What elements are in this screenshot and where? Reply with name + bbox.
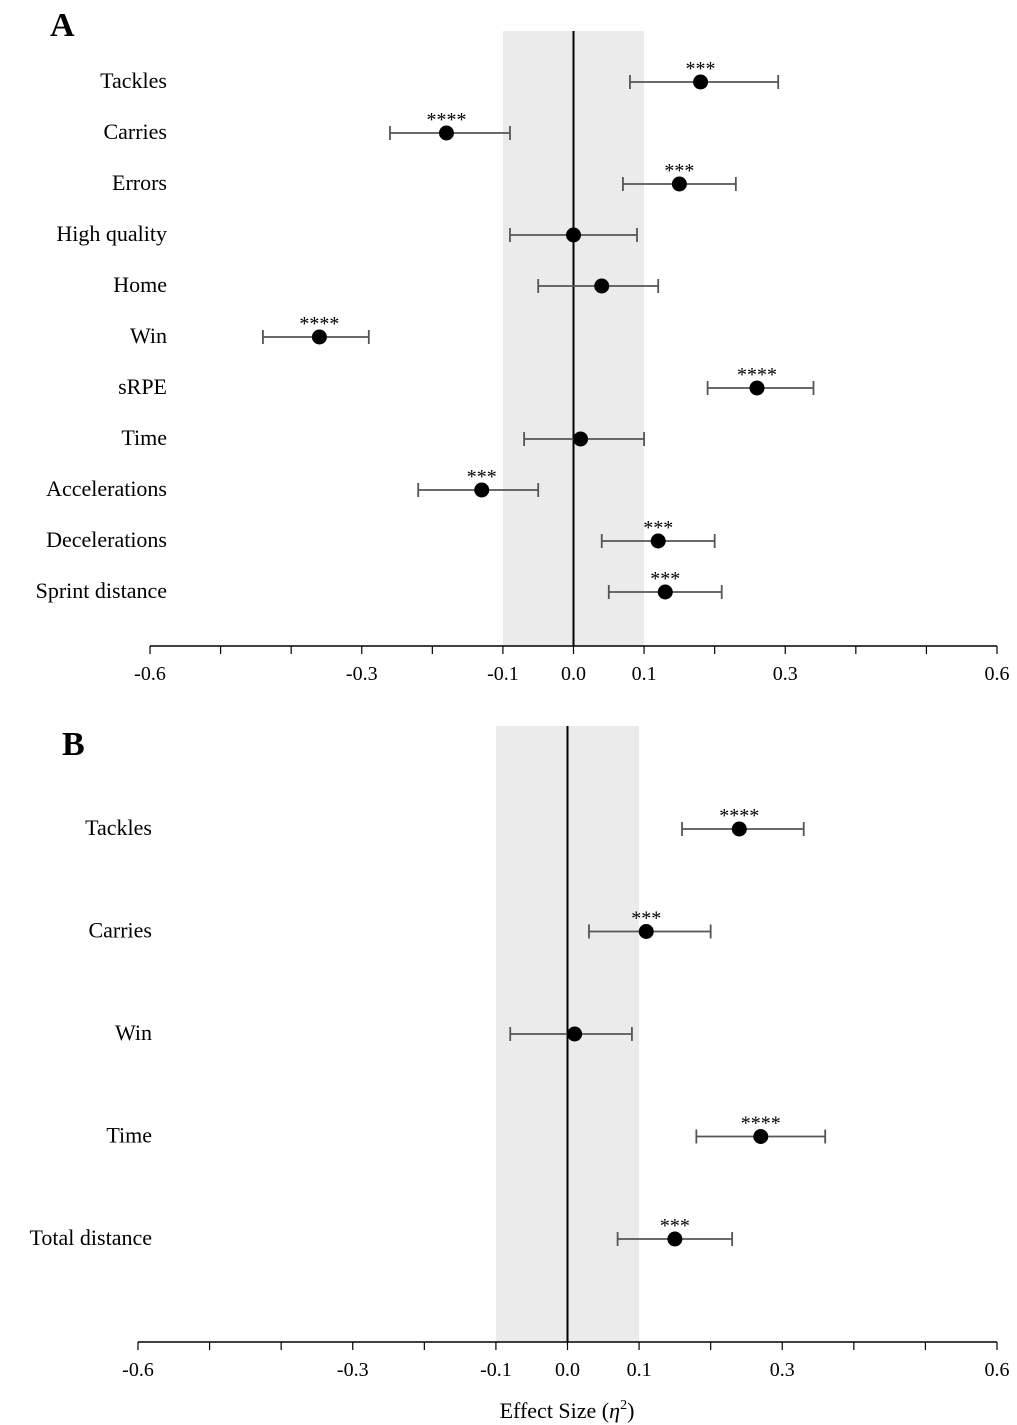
forest-row: Time **** (106, 1113, 827, 1148)
forest-row: Total distance *** (30, 1215, 734, 1250)
forest-row: sRPE **** (118, 364, 815, 399)
forest-row: Carries **** (103, 109, 511, 144)
point-estimate (650, 533, 666, 549)
category-label: Win (130, 323, 167, 348)
x-tick-label: -0.6 (122, 1359, 154, 1381)
category-label: Errors (112, 170, 167, 195)
panel-b: -0.6 -0.3 -0.1 0.0 0.1 0.3 0.6 B Tackles **** Carr… (30, 726, 1010, 1423)
category-label: Carries (88, 918, 152, 943)
forest-row: Errors *** (112, 160, 737, 195)
forest-row: High quality (56, 221, 638, 246)
forest-row: Carries *** (88, 908, 712, 943)
significance-marker: **** (737, 364, 777, 386)
x-tick-label: 0.3 (770, 1359, 795, 1381)
category-label: Win (115, 1020, 152, 1045)
significance-marker: *** (686, 58, 716, 80)
x-tick-label: 0.6 (985, 1359, 1010, 1381)
panel-label: B (62, 726, 85, 763)
category-label: Sprint distance (36, 578, 167, 603)
category-label: sRPE (118, 374, 167, 399)
x-tick-label: 0.3 (773, 663, 798, 685)
significance-marker: **** (741, 1113, 781, 1135)
x-tick-label: -0.1 (480, 1359, 512, 1381)
significance-marker: **** (426, 109, 466, 131)
x-tick-label: -0.3 (346, 663, 378, 685)
point-estimate (693, 74, 709, 90)
point-estimate (594, 278, 610, 294)
x-tick-label: 0.0 (555, 1359, 580, 1381)
forest-row: Win (115, 1020, 633, 1045)
forest-row: Accelerations *** (46, 466, 540, 501)
point-estimate (731, 821, 747, 837)
significance-marker: **** (299, 313, 339, 335)
x-tick-label: -0.6 (134, 663, 166, 685)
x-axis-title-symbol: η (609, 1398, 620, 1423)
x-tick-label: -0.1 (487, 663, 519, 685)
point-estimate (657, 584, 673, 600)
significance-marker: *** (660, 1215, 690, 1237)
point-estimate (749, 380, 765, 396)
category-label: Tackles (100, 68, 167, 93)
significance-marker: *** (467, 466, 497, 488)
category-label: Accelerations (46, 476, 167, 501)
category-label: Home (113, 272, 167, 297)
x-axis-title-close: ) (627, 1398, 634, 1423)
category-label: Time (106, 1123, 152, 1148)
significance-marker: *** (631, 908, 661, 930)
point-estimate (311, 329, 327, 345)
point-estimate (474, 482, 490, 498)
x-axis-title-base: Effect Size ( (500, 1398, 610, 1423)
x-axis-title-superscript: 2 (620, 1398, 627, 1413)
x-tick-label: -0.3 (337, 1359, 369, 1381)
forest-row: Tackles **** (85, 805, 805, 840)
category-label: Tackles (85, 815, 152, 840)
category-label: Total distance (30, 1225, 152, 1250)
point-estimate (573, 431, 589, 447)
point-estimate (753, 1129, 769, 1144)
forest-row: Time (121, 425, 645, 450)
x-tick-label: 0.1 (627, 1359, 652, 1381)
x-tick-label: 0.0 (561, 663, 586, 685)
forest-row: Win **** (130, 313, 370, 348)
x-tick-label: 0.6 (985, 663, 1010, 685)
category-label: Decelerations (46, 527, 167, 552)
point-estimate (438, 125, 454, 141)
point-estimate (638, 924, 654, 939)
point-estimate (671, 176, 687, 192)
category-label: Carries (103, 119, 167, 144)
panel-label: A (50, 7, 75, 44)
point-estimate (667, 1231, 683, 1247)
forest-row: Decelerations *** (46, 517, 716, 552)
panel-a: -0.6 -0.3 -0.1 0.0 0.1 0.3 0.6 A Tackles *** Carri… (36, 7, 1010, 685)
forest-row: Sprint distance *** (36, 568, 723, 603)
category-label: High quality (56, 221, 167, 246)
point-estimate (567, 1026, 583, 1042)
x-axis-title: Effect Size (η2) (500, 1398, 635, 1423)
significance-marker: *** (664, 160, 694, 182)
x-tick-label: 0.1 (632, 663, 657, 685)
category-label: Time (121, 425, 167, 450)
significance-marker: **** (719, 805, 759, 827)
significance-marker: *** (650, 568, 680, 590)
forest-row: Tackles *** (100, 58, 780, 93)
significance-marker: *** (643, 517, 673, 539)
point-estimate (566, 227, 581, 243)
forest-row: Home (113, 272, 660, 297)
